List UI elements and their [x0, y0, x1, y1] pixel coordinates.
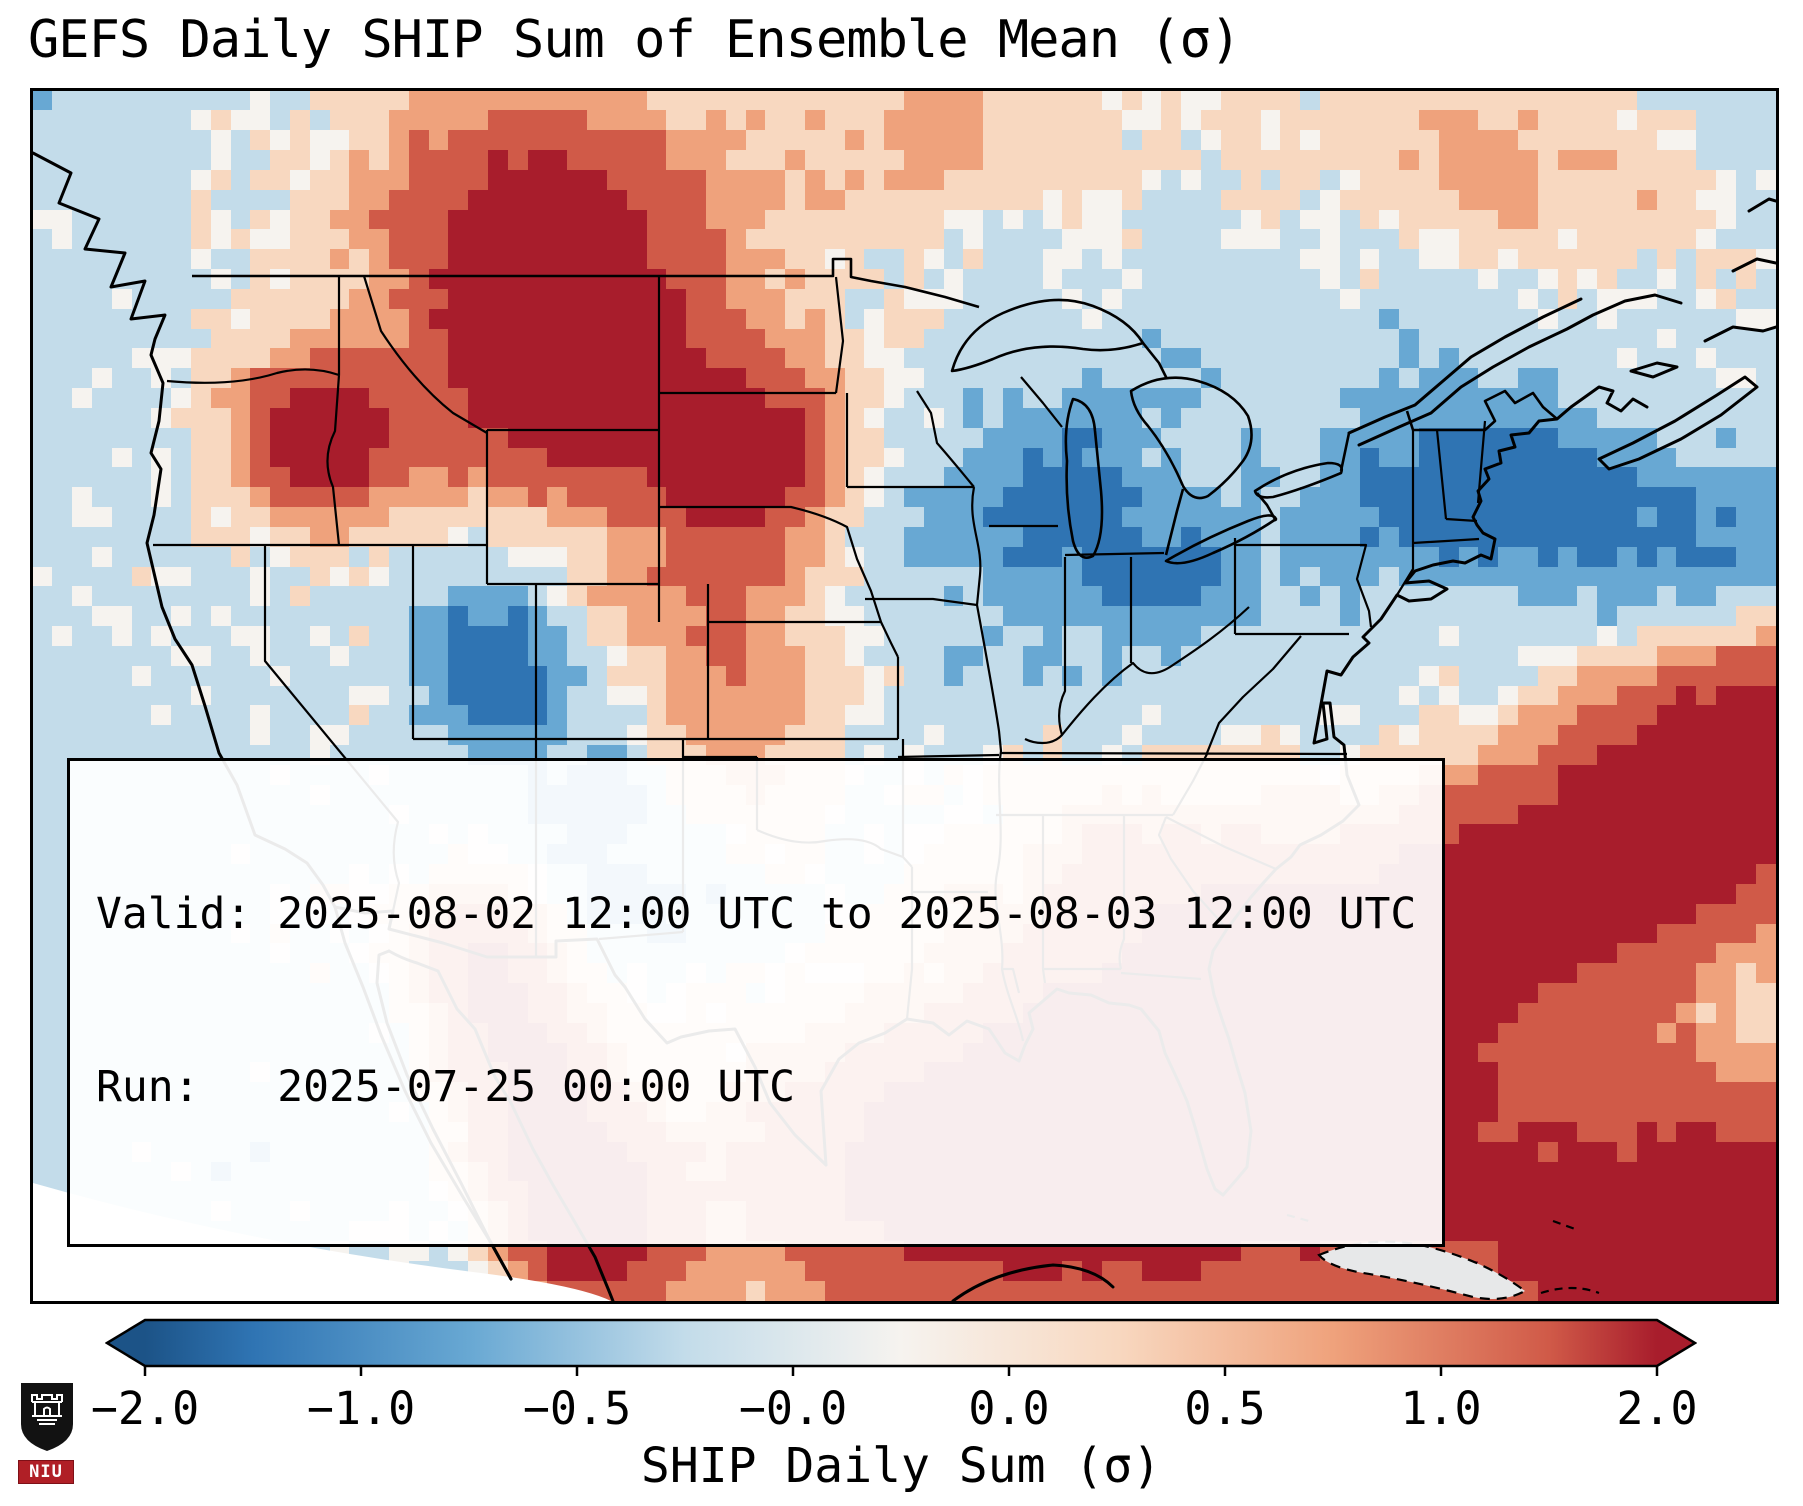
colorbar-tick-label: −2.0 — [90, 1382, 200, 1435]
colorbar-tick-label: 0.0 — [968, 1382, 1050, 1435]
colorbar-svg — [104, 1318, 1698, 1376]
colorbar-tick-label: 2.0 — [1616, 1382, 1698, 1435]
niu-logo: NIU — [18, 1380, 78, 1484]
colorbar-gradient — [145, 1320, 1657, 1366]
colorbar-tick-label: −1.0 — [306, 1382, 416, 1435]
colorbar-left-arrow — [107, 1320, 145, 1366]
projection-edge — [33, 1183, 611, 1301]
great-lakes — [950, 298, 1343, 565]
colorbar-tick-label: −0.5 — [522, 1382, 632, 1435]
info-box: Valid: 2025-08-02 12:00 UTC to 2025-08-0… — [67, 758, 1446, 1247]
colorbar-tick-label: 1.0 — [1400, 1382, 1482, 1435]
page-title: GEFS Daily SHIP Sum of Ensemble Mean (σ) — [28, 10, 1241, 70]
niu-shield-icon — [21, 1383, 73, 1451]
colorbar-tick-labels: −2.0 −1.0 −0.5 −0.0 0.0 0.5 1.0 2.0 — [91, 1382, 1698, 1436]
colorbar-tickmarks — [143, 1366, 1659, 1376]
niu-logo-text: NIU — [18, 1460, 74, 1484]
info-valid-line: Valid: 2025-08-02 12:00 UTC to 2025-08-0… — [96, 889, 1417, 940]
map-panel: Valid: 2025-08-02 12:00 UTC to 2025-08-0… — [30, 88, 1779, 1304]
canada-border — [192, 257, 1558, 556]
colorbar-tick-label: −0.0 — [738, 1382, 848, 1435]
colorbar — [104, 1318, 1698, 1378]
info-run-line: Run: 2025-07-25 00:00 UTC — [96, 1062, 795, 1113]
colorbar-right-arrow — [1657, 1320, 1695, 1366]
colorbar-label: SHIP Daily Sum (σ) — [640, 1438, 1162, 1494]
colorbar-tick-label: 0.5 — [1184, 1382, 1266, 1435]
